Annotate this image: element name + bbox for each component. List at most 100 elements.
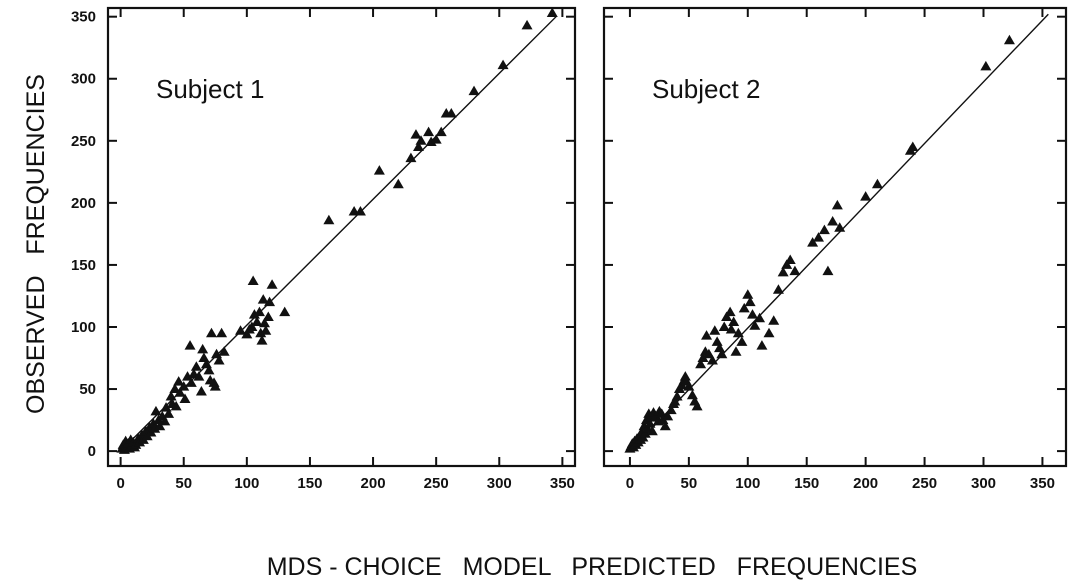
data-point xyxy=(742,289,754,299)
y-tick-label: 200 xyxy=(71,195,96,212)
data-point xyxy=(354,206,366,216)
data-point xyxy=(279,306,291,317)
y-tick-label: 100 xyxy=(71,319,96,336)
data-point xyxy=(736,336,748,346)
data-point xyxy=(241,328,253,339)
data-point xyxy=(763,327,775,338)
plot-frame xyxy=(602,6,1068,468)
panel-label: Subject 2 xyxy=(652,74,760,104)
x-tick-label: 250 xyxy=(424,475,449,492)
data-point xyxy=(190,361,202,371)
x-tick-label: 350 xyxy=(1030,475,1055,492)
data-point xyxy=(248,309,260,319)
data-point xyxy=(247,275,259,286)
data-point xyxy=(695,358,707,369)
data-point xyxy=(163,408,175,418)
x-tick-label: 50 xyxy=(175,475,192,492)
data-point xyxy=(871,178,883,189)
y-axis-title: OBSERVED FREQUENCIES xyxy=(22,74,50,414)
data-point xyxy=(781,259,793,269)
data-point xyxy=(546,7,558,17)
data-point xyxy=(218,346,230,356)
data-point xyxy=(749,320,761,330)
y-tick-label: 300 xyxy=(71,71,96,88)
data-point xyxy=(203,364,215,375)
data-point xyxy=(209,381,221,391)
data-point xyxy=(724,306,736,317)
data-point xyxy=(165,390,177,401)
panel-subject-2: 0 50 100 150 200 250 300 350 Subject 2 xyxy=(602,6,1068,492)
data-point xyxy=(521,19,533,30)
data-point xyxy=(822,265,834,276)
data-point xyxy=(747,309,758,319)
data-point xyxy=(198,352,210,363)
x-axis-title: MDS - CHOICE MODEL PREDICTED FREQUENCIES xyxy=(267,553,918,581)
data-point xyxy=(430,134,442,144)
data-point xyxy=(410,129,422,139)
data-point xyxy=(373,165,385,175)
data-point xyxy=(405,152,417,163)
data-point xyxy=(662,410,674,421)
data-point xyxy=(423,126,435,137)
data-point xyxy=(728,316,740,327)
data-point xyxy=(807,237,819,247)
data-point xyxy=(646,425,658,436)
x-tick-label: 350 xyxy=(550,475,575,492)
data-point xyxy=(679,371,691,381)
data-point xyxy=(184,340,196,350)
data-point xyxy=(257,294,269,304)
data-point xyxy=(262,311,274,322)
data-point xyxy=(149,423,161,433)
data-point xyxy=(732,327,744,338)
data-point xyxy=(150,405,162,416)
data-point xyxy=(813,232,824,242)
data-point xyxy=(147,418,159,428)
data-point xyxy=(665,404,677,415)
data-point xyxy=(173,376,185,386)
data-point xyxy=(178,381,190,391)
data-point xyxy=(860,191,872,201)
data-point xyxy=(768,315,780,325)
panel-subject-1: 0 50 100 150 200 250 300 350 0 50 100 150 200 250 300 3… xyxy=(71,6,577,492)
data-point xyxy=(834,222,846,232)
data-point xyxy=(669,395,681,406)
data-point xyxy=(425,136,437,147)
data-point xyxy=(323,214,335,225)
x-tick-label: 300 xyxy=(487,475,512,492)
data-point xyxy=(980,60,992,71)
data-point xyxy=(659,420,671,431)
data-point xyxy=(246,321,258,331)
x-tick-label: 150 xyxy=(297,475,322,492)
data-point xyxy=(235,325,247,335)
y-tick-label: 350 xyxy=(71,9,96,26)
data-point xyxy=(683,381,695,391)
data-point xyxy=(154,420,166,431)
data-point xyxy=(721,311,733,322)
data-point xyxy=(251,316,263,327)
x-tick-label: 150 xyxy=(794,475,819,492)
data-point xyxy=(213,354,225,365)
data-point xyxy=(725,323,737,334)
data-point xyxy=(205,327,217,338)
data-point xyxy=(907,141,919,152)
data-point xyxy=(827,215,839,226)
x-tick-label: 50 xyxy=(681,475,698,492)
data-point xyxy=(691,400,703,411)
data-point xyxy=(671,390,683,401)
x-tick-label: 200 xyxy=(853,475,878,492)
data-point xyxy=(468,85,480,96)
data-point xyxy=(256,335,268,345)
data-point xyxy=(253,306,265,317)
fit-line xyxy=(629,13,1049,452)
data-point xyxy=(412,141,424,152)
data-point xyxy=(716,348,728,359)
data-point xyxy=(255,327,267,338)
data-point xyxy=(169,383,181,394)
x-tick-label: 100 xyxy=(234,475,259,492)
data-point xyxy=(445,108,457,118)
data-point xyxy=(185,377,197,387)
data-point xyxy=(266,279,278,289)
data-point xyxy=(260,325,272,335)
data-point xyxy=(197,343,209,354)
